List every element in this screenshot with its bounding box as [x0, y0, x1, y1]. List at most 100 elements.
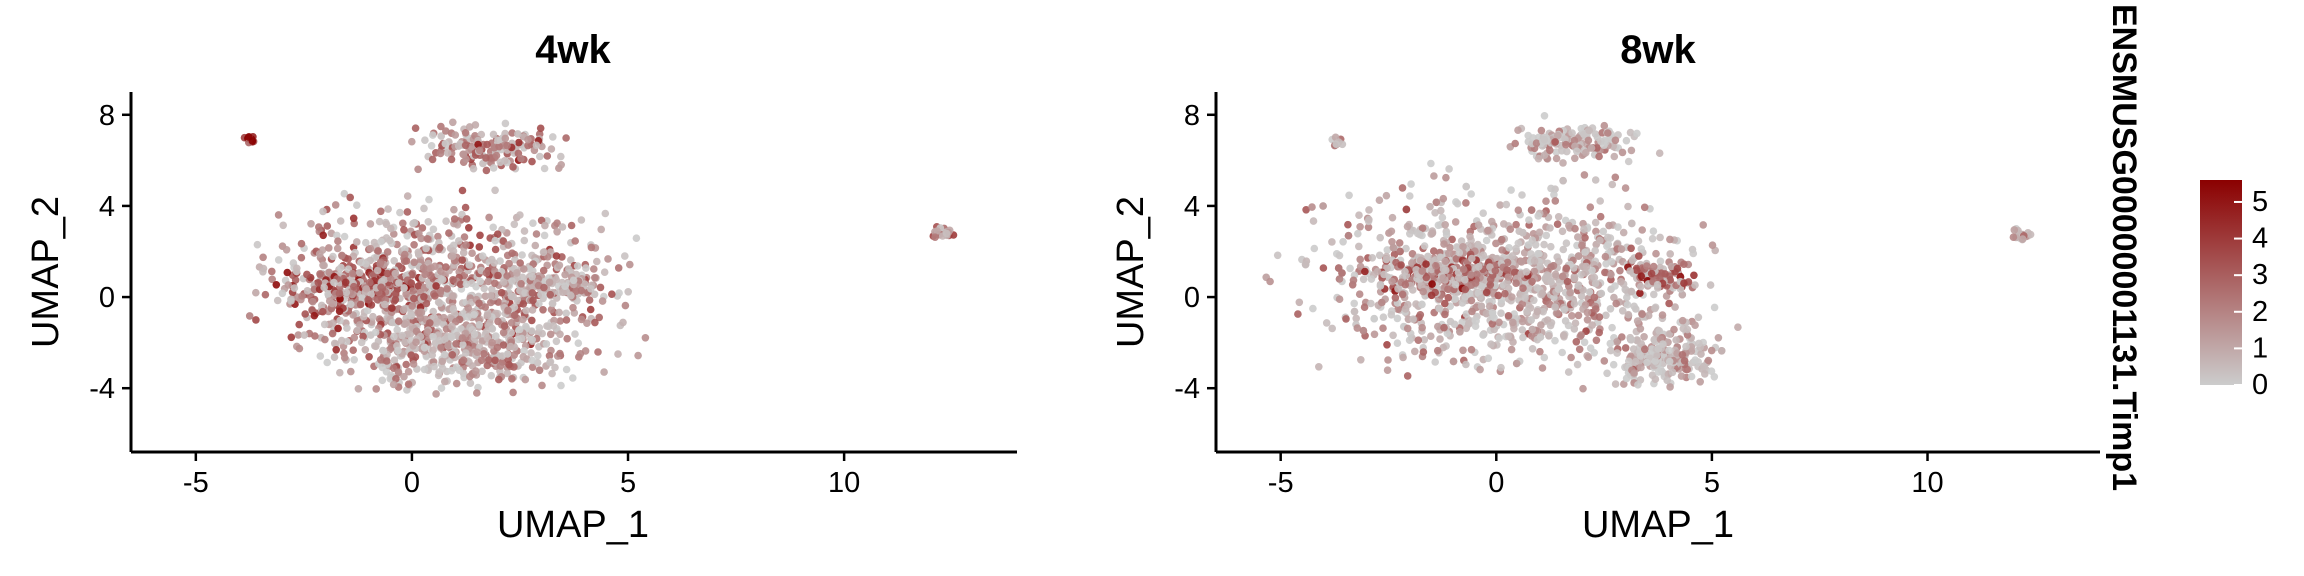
y-tick-label: 0: [99, 282, 115, 314]
cell-point: [459, 356, 468, 365]
cell-point: [1714, 334, 1723, 342]
cell-point: [465, 123, 474, 131]
cell-point: [1458, 299, 1467, 307]
cell-point: [468, 249, 476, 257]
cell-point: [567, 291, 575, 300]
cell-point: [1442, 173, 1450, 182]
cell-point: [1537, 321, 1545, 329]
cell-point: [366, 220, 375, 228]
cell-point: [393, 326, 402, 334]
cell-point: [245, 133, 253, 141]
cell-point: [1637, 272, 1646, 281]
cell-point: [274, 211, 283, 219]
cell-point: [1546, 146, 1554, 155]
cell-point: [518, 273, 527, 282]
cell-point: [443, 149, 452, 157]
cell-point: [1613, 349, 1621, 357]
cell-point: [455, 237, 463, 245]
cell-point: [1355, 290, 1364, 299]
cell-point: [1482, 288, 1491, 297]
cell-point: [1498, 246, 1506, 254]
cell-point: [556, 317, 564, 325]
cell-point: [1540, 240, 1548, 249]
cell-point: [471, 121, 480, 129]
cell-point: [1462, 182, 1470, 191]
cell-point: [480, 284, 489, 293]
cell-point: [537, 291, 545, 299]
cell-point: [573, 262, 582, 270]
cell-point: [595, 313, 603, 322]
cell-point: [400, 226, 408, 234]
cell-point: [410, 241, 418, 249]
cell-point: [491, 236, 500, 245]
cell-point: [1266, 277, 1274, 286]
cell-point: [499, 278, 508, 286]
cell-point: [1433, 346, 1442, 355]
cell-point: [1390, 250, 1399, 259]
cell-point: [1518, 191, 1526, 199]
cell-point: [1630, 302, 1638, 311]
cell-point: [1342, 315, 1350, 323]
cell-point: [481, 303, 490, 311]
cell-point: [1427, 332, 1435, 341]
cell-point: [1628, 219, 1636, 228]
cell-point: [1373, 267, 1382, 276]
y-tick-label: -4: [1174, 373, 1200, 405]
cell-point: [466, 379, 475, 388]
cell-point: [259, 268, 267, 276]
cell-point: [1344, 231, 1353, 240]
cell-point: [407, 279, 416, 287]
cell-point: [362, 238, 370, 247]
cell-point: [1494, 291, 1503, 300]
cell-point: [315, 250, 324, 258]
cell-point: [1617, 277, 1625, 286]
cell-point: [1647, 269, 1656, 278]
cell-point: [1335, 295, 1344, 304]
cell-point: [1346, 264, 1354, 273]
cell-point: [321, 335, 329, 344]
cell-point: [520, 227, 529, 235]
cell-point: [567, 221, 576, 230]
cell-point: [372, 385, 381, 393]
cell-point: [548, 299, 557, 308]
cell-point: [2026, 230, 2035, 239]
cell-point: [1434, 322, 1442, 331]
cell-point: [1622, 374, 1631, 383]
cell-point: [1477, 282, 1486, 291]
cell-point: [501, 119, 510, 128]
cell-point: [1534, 249, 1542, 258]
cell-point: [449, 118, 457, 127]
cell-point: [1409, 286, 1417, 294]
cell-point: [452, 340, 460, 348]
cell-point: [1601, 252, 1610, 261]
cell-point: [489, 130, 498, 139]
cell-point: [1458, 318, 1466, 327]
cell-point: [1588, 266, 1596, 275]
cell-point: [1633, 317, 1642, 325]
cell-point: [1596, 236, 1604, 245]
cell-point: [1461, 285, 1469, 294]
cell-point: [1554, 213, 1563, 221]
cell-point: [1550, 191, 1558, 199]
cell-point: [1531, 241, 1540, 249]
cell-point: [1418, 300, 1426, 309]
cell-point: [361, 346, 370, 354]
cell-point: [1595, 328, 1603, 337]
cell-point: [458, 256, 467, 264]
cell-point: [495, 142, 503, 151]
cell-point: [353, 201, 361, 209]
cell-point: [400, 284, 408, 292]
cell-point: [336, 217, 345, 225]
cell-point: [1683, 331, 1692, 339]
cell-point: [1691, 281, 1699, 289]
cell-point: [330, 353, 339, 362]
cell-point: [1388, 238, 1396, 246]
cell-point: [378, 363, 387, 372]
cell-point: [1536, 333, 1545, 341]
cell-point: [1697, 350, 1705, 358]
cell-point: [338, 251, 346, 260]
cell-point: [437, 343, 445, 352]
cell-point: [1524, 241, 1533, 249]
cell-point: [409, 360, 418, 368]
cell-point: [1308, 203, 1316, 211]
